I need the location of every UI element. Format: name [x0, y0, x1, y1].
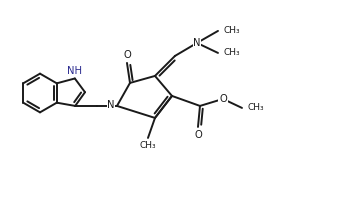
Text: CH₃: CH₃	[224, 26, 241, 35]
Text: O: O	[219, 94, 227, 104]
Text: O: O	[123, 50, 131, 60]
Text: NH: NH	[67, 67, 82, 76]
Text: CH₃: CH₃	[140, 141, 156, 150]
Text: O: O	[194, 130, 202, 140]
Text: CH₃: CH₃	[224, 49, 241, 57]
Text: N: N	[107, 100, 115, 110]
Text: N: N	[193, 38, 201, 48]
Text: CH₃: CH₃	[248, 103, 265, 112]
